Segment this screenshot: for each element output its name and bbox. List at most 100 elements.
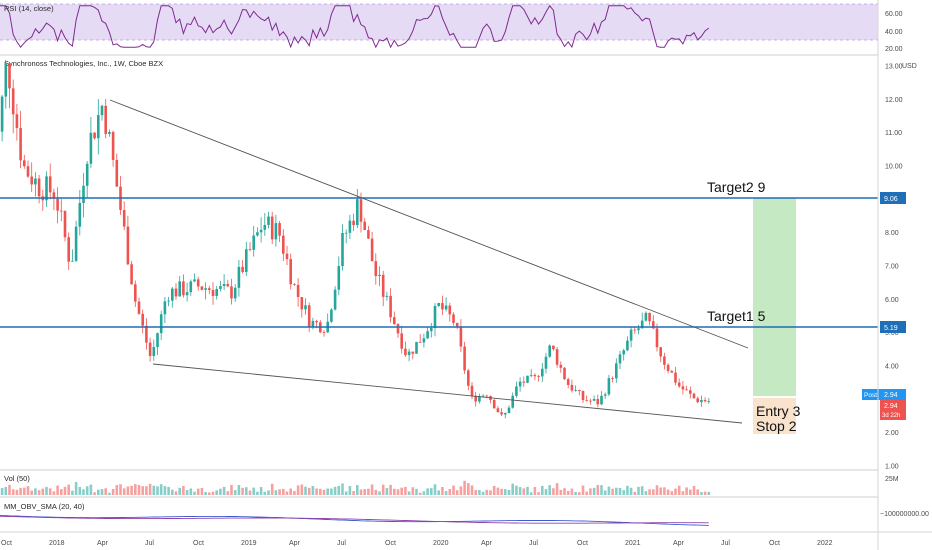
- candle-body: [659, 347, 662, 357]
- target1-annotation: Target1 5: [707, 308, 766, 324]
- volume-bar: [289, 488, 292, 495]
- volume-bar: [422, 491, 426, 495]
- volume-bar: [603, 490, 607, 495]
- candle-body: [26, 166, 30, 177]
- candle-body: [548, 345, 551, 357]
- candle-body: [293, 284, 296, 286]
- candle-body: [529, 374, 533, 376]
- candle-body: [8, 63, 11, 89]
- volume-bar: [426, 488, 429, 495]
- candles: [0, 59, 711, 419]
- volume-bar: [67, 484, 70, 495]
- candle-body: [404, 348, 407, 356]
- candle-body: [163, 301, 167, 315]
- candle-body: [555, 349, 559, 365]
- volume-bar: [393, 488, 396, 495]
- volume-bar: [71, 490, 74, 495]
- volume-bar: [219, 488, 222, 495]
- volume-bar: [15, 489, 19, 495]
- volume-bar: [685, 487, 688, 495]
- volume-bar: [341, 483, 344, 495]
- volume-bar: [115, 485, 119, 495]
- volume-bar: [407, 491, 411, 495]
- candle-body: [496, 408, 500, 413]
- candle-body: [348, 220, 352, 233]
- volume-bar: [282, 488, 285, 495]
- volume-bar: [563, 488, 566, 495]
- candle-body: [603, 394, 607, 396]
- volume-bar: [285, 491, 289, 495]
- candle-body: [204, 288, 207, 290]
- rsi-tick-60: 60.00: [885, 11, 903, 18]
- volume-bar: [319, 488, 322, 495]
- volume-bar: [26, 486, 30, 495]
- candle-body: [285, 253, 289, 260]
- candle-body: [500, 412, 503, 415]
- volume-bar: [8, 484, 11, 495]
- volume-bar: [307, 487, 311, 495]
- candle-body: [574, 390, 577, 391]
- candle-body: [278, 223, 281, 236]
- price-tick-label: 1.00: [885, 463, 899, 470]
- candle-body: [0, 96, 4, 132]
- candle-body: [311, 320, 315, 327]
- volume-bar: [233, 490, 237, 495]
- candle-body: [89, 132, 93, 164]
- volume-bar: [600, 485, 603, 495]
- volume-bar: [56, 485, 59, 495]
- volume-bar: [448, 489, 452, 495]
- candle-body: [544, 356, 548, 369]
- candle-body: [263, 225, 267, 230]
- volume-bar: [167, 486, 170, 495]
- volume-bars: [0, 480, 711, 495]
- candle-body: [474, 395, 477, 402]
- candle-body: [570, 384, 574, 391]
- volume-bar: [459, 486, 463, 495]
- volume-bar: [404, 486, 407, 495]
- volume-bar: [478, 490, 481, 495]
- candle-body: [97, 115, 100, 139]
- candle-body: [670, 370, 674, 373]
- volume-bar: [611, 488, 614, 495]
- volume-bar: [396, 489, 400, 495]
- volume-bar: [574, 491, 577, 495]
- candle-body: [322, 332, 326, 334]
- candle-body: [245, 249, 248, 272]
- time-tick-label: Apr: [289, 540, 301, 547]
- candle-body: [67, 237, 70, 262]
- candle-body: [23, 160, 26, 167]
- candle-body: [130, 264, 133, 285]
- candle-body: [296, 284, 300, 298]
- volume-bar: [326, 488, 329, 495]
- target2-badge: [880, 192, 906, 204]
- volume-bar: [248, 490, 252, 495]
- obv-label: MM_OBV_SMA (20, 40): [4, 502, 85, 511]
- volume-bar: [330, 488, 333, 495]
- candle-body: [600, 395, 603, 405]
- volume-bar: [518, 487, 522, 495]
- candle-body: [433, 305, 437, 328]
- volume-bar: [670, 491, 674, 495]
- obv-line-a: [0, 514, 709, 526]
- candle-body: [563, 367, 566, 380]
- candle-body: [455, 322, 459, 327]
- candle-body: [426, 331, 429, 339]
- candle-body: [515, 386, 518, 396]
- candle-body: [15, 114, 19, 129]
- candle-body: [193, 279, 196, 282]
- volume-bar: [381, 484, 385, 495]
- candle-body: [640, 320, 644, 329]
- volume-bar: [681, 491, 685, 495]
- volume-bar: [615, 487, 618, 495]
- volume-bar: [655, 485, 659, 495]
- candle-body: [56, 198, 59, 211]
- volume-bar: [163, 486, 167, 495]
- candle-body: [208, 288, 211, 290]
- volume-bar: [171, 489, 174, 495]
- candle-body: [156, 333, 159, 348]
- volume-bar: [185, 490, 189, 495]
- time-tick-label: Oct: [385, 540, 396, 547]
- volume-bar: [189, 488, 193, 495]
- candle-body: [74, 226, 78, 261]
- volume-bar: [241, 487, 244, 495]
